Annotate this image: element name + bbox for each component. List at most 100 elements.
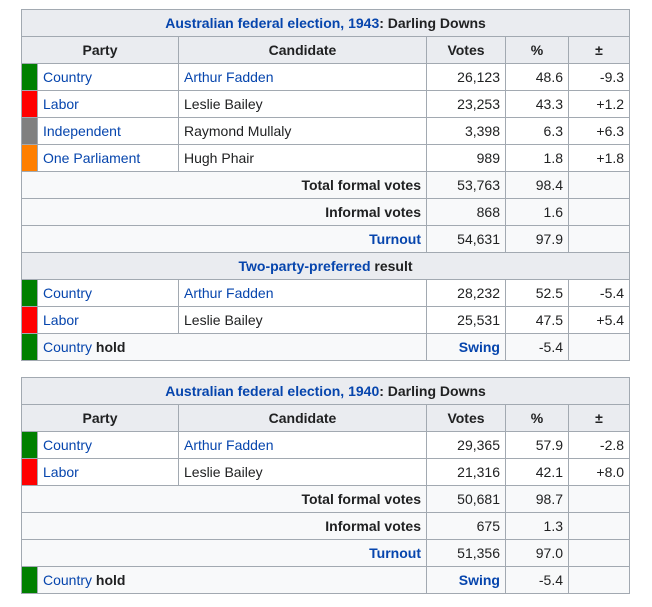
party-color-swatch [21, 458, 38, 486]
table-caption: Australian federal election, 1940: Darli… [20, 377, 631, 405]
votes-cell: 25,531 [426, 306, 506, 334]
turnout-link[interactable]: Turnout [21, 539, 427, 567]
informal-label: Informal votes [21, 198, 427, 226]
hold-cell: Country hold [37, 333, 427, 361]
swing-cell: +5.4 [567, 306, 631, 334]
header-votes: Votes [426, 404, 506, 432]
votes-cell: 29,365 [426, 431, 506, 459]
candidate-name: Raymond Mullaly [178, 117, 427, 145]
pct-cell: 47.5 [505, 306, 569, 334]
turnout-pct: 97.0 [505, 539, 569, 567]
header-swing: ± [567, 404, 631, 432]
party-color-swatch [21, 90, 38, 118]
pct-cell: 43.3 [505, 90, 569, 118]
header-row: Party Candidate Votes % ± [21, 36, 631, 64]
swing-link[interactable]: Swing [426, 566, 506, 594]
informal-votes: 675 [426, 512, 506, 540]
total-row: Total formal votes 50,681 98.7 [21, 485, 631, 513]
turnout-link[interactable]: Turnout [21, 225, 427, 253]
party-link[interactable]: Labor [37, 90, 179, 118]
total-label: Total formal votes [21, 485, 427, 513]
total-pct: 98.4 [505, 171, 569, 199]
table-caption-row: Australian federal election, 1943: Darli… [20, 9, 631, 37]
header-party: Party [21, 36, 179, 64]
hold-cell: Country hold [37, 566, 427, 594]
pct-cell: 42.1 [505, 458, 569, 486]
votes-cell: 3,398 [426, 117, 506, 145]
party-link[interactable]: Independent [37, 117, 179, 145]
swing-value: -5.4 [505, 333, 569, 361]
header-votes: Votes [426, 36, 506, 64]
informal-pct: 1.6 [505, 198, 569, 226]
votes-cell: 23,253 [426, 90, 506, 118]
header-swing: ± [567, 36, 631, 64]
swing-cell: +1.8 [567, 144, 631, 172]
swing-cell: +6.3 [567, 117, 631, 145]
table-row: Labor Leslie Bailey 25,531 47.5 +5.4 [21, 306, 631, 334]
candidate-name: Leslie Bailey [178, 90, 427, 118]
header-party: Party [21, 404, 179, 432]
party-color-swatch [21, 306, 38, 334]
tpp-link[interactable]: Two-party-preferred [238, 258, 371, 274]
tpp-header: Two-party-preferred result [20, 252, 631, 280]
hold-row: Country hold Swing -5.4 [21, 333, 631, 361]
turnout-row: Turnout 54,631 97.9 [21, 225, 631, 253]
informal-pct: 1.3 [505, 512, 569, 540]
candidate-name: Leslie Bailey [178, 458, 427, 486]
pct-cell: 6.3 [505, 117, 569, 145]
table-caption-row: Australian federal election, 1940: Darli… [20, 377, 631, 405]
votes-cell: 21,316 [426, 458, 506, 486]
swing-value: -5.4 [505, 566, 569, 594]
party-link[interactable]: Country [43, 572, 93, 588]
table-row: Independent Raymond Mullaly 3,398 6.3 +6… [21, 117, 631, 145]
party-link[interactable]: Country [37, 279, 179, 307]
table-row: Labor Leslie Bailey 21,316 42.1 +8.0 [21, 458, 631, 486]
tpp-header-row: Two-party-preferred result [20, 252, 631, 280]
party-link[interactable]: One Parliament [37, 144, 179, 172]
party-color-swatch [21, 117, 38, 145]
total-pct: 98.7 [505, 485, 569, 513]
caption-election-link[interactable]: Australian federal election, 1940 [165, 383, 380, 399]
table-row: Country Arthur Fadden 26,123 48.6 -9.3 [21, 63, 631, 91]
swing-cell: -2.8 [567, 431, 631, 459]
party-link[interactable]: Labor [37, 458, 179, 486]
candidate-link[interactable]: Arthur Fadden [178, 279, 427, 307]
pct-cell: 48.6 [505, 63, 569, 91]
candidate-link[interactable]: Arthur Fadden [178, 63, 427, 91]
candidate-name: Leslie Bailey [178, 306, 427, 334]
informal-row: Informal votes 868 1.6 [21, 198, 631, 226]
total-label: Total formal votes [21, 171, 427, 199]
party-color-swatch [21, 144, 38, 172]
total-row: Total formal votes 53,763 98.4 [21, 171, 631, 199]
party-link[interactable]: Labor [37, 306, 179, 334]
election-table-1943: Australian federal election, 1943: Darli… [20, 9, 631, 361]
total-votes: 50,681 [426, 485, 506, 513]
header-row: Party Candidate Votes % ± [21, 404, 631, 432]
swing-cell: -9.3 [567, 63, 631, 91]
party-link[interactable]: Country [43, 339, 93, 355]
party-color-swatch [21, 333, 38, 361]
turnout-pct: 97.9 [505, 225, 569, 253]
party-link[interactable]: Country [37, 63, 179, 91]
party-link[interactable]: Country [37, 431, 179, 459]
table-row: One Parliament Hugh Phair 989 1.8 +1.8 [21, 144, 631, 172]
header-pct: % [505, 36, 569, 64]
table-row: Labor Leslie Bailey 23,253 43.3 +1.2 [21, 90, 631, 118]
party-color-swatch [21, 63, 38, 91]
candidate-link[interactable]: Arthur Fadden [178, 431, 427, 459]
swing-link[interactable]: Swing [426, 333, 506, 361]
swing-cell: +8.0 [567, 458, 631, 486]
candidate-name: Hugh Phair [178, 144, 427, 172]
informal-row: Informal votes 675 1.3 [21, 512, 631, 540]
table-caption: Australian federal election, 1943: Darli… [20, 9, 631, 37]
pct-cell: 57.9 [505, 431, 569, 459]
pct-cell: 1.8 [505, 144, 569, 172]
swing-cell: -5.4 [567, 279, 631, 307]
table-row: Country Arthur Fadden 28,232 52.5 -5.4 [21, 279, 631, 307]
informal-votes: 868 [426, 198, 506, 226]
election-table-1940: Australian federal election, 1940: Darli… [20, 377, 631, 594]
caption-election-link[interactable]: Australian federal election, 1943 [165, 15, 380, 31]
hold-row: Country hold Swing -5.4 [21, 566, 631, 594]
turnout-votes: 51,356 [426, 539, 506, 567]
votes-cell: 26,123 [426, 63, 506, 91]
